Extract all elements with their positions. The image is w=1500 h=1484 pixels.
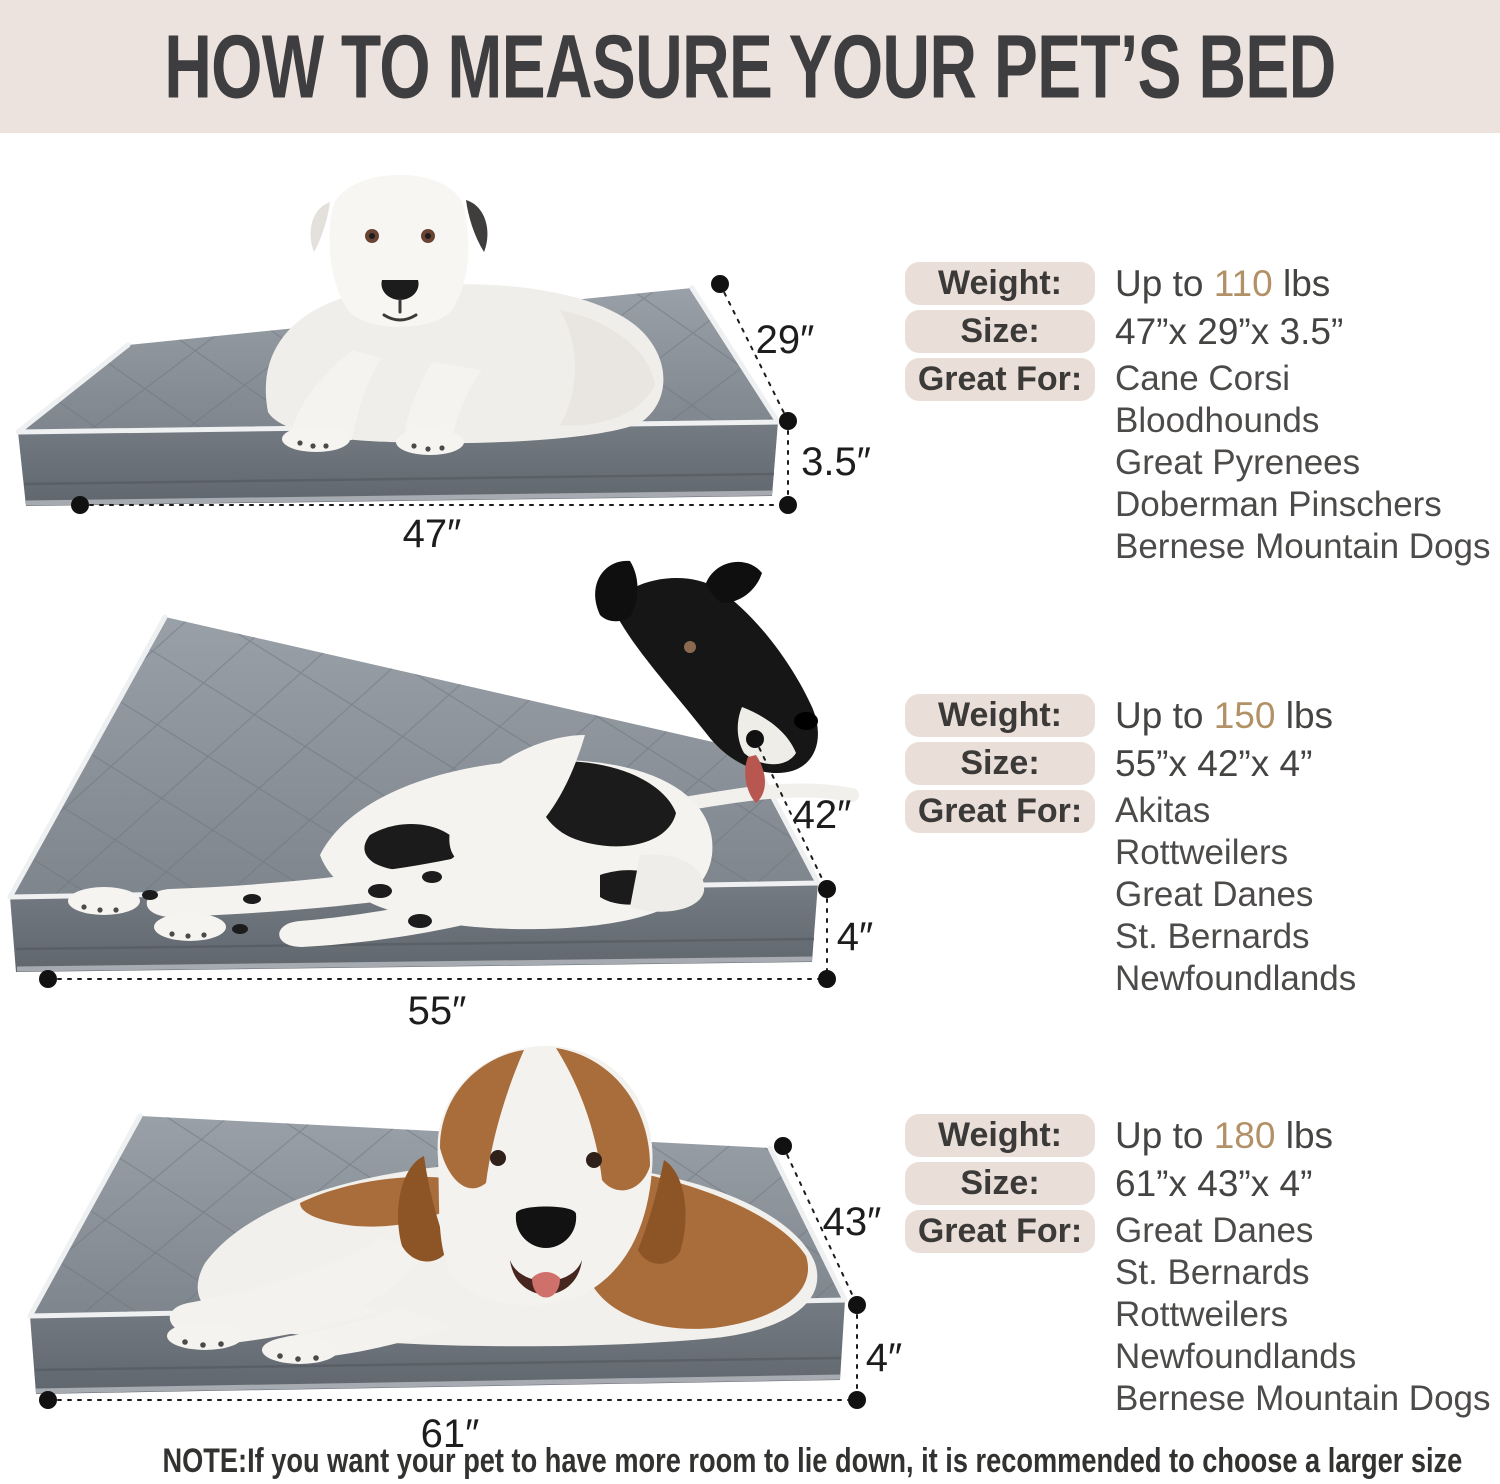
- weight-row: Weight: Up to 180 lbs: [905, 1114, 1495, 1157]
- specs-bed-61: Weight: Up to 180 lbs Size: 61”x 43”x 4”…: [905, 1114, 1495, 1425]
- saint-bernard-illustration: [167, 1045, 818, 1364]
- size-label: Size:: [905, 310, 1095, 353]
- weight-number: 110: [1213, 262, 1273, 304]
- depth-dimension-label: 42″: [792, 793, 852, 837]
- great-for-row: Great For: Cane Corsi Bloodhounds Great …: [905, 358, 1495, 568]
- dane-tail: [683, 783, 859, 810]
- breed-item: Bernese Mountain Dogs: [1115, 1379, 1491, 1418]
- breed-item: Doberman Pinschers: [1115, 485, 1442, 524]
- weight-value: Up to 110 lbs: [1115, 262, 1331, 304]
- bed-illustration-61: [27, 1045, 866, 1409]
- figure-bed-47: 29″ 3.5″ 47″: [0, 140, 920, 570]
- width-dimension-label: 61″: [420, 1412, 480, 1456]
- bed-illustration-47: [15, 174, 797, 514]
- breed-item: St. Bernards: [1115, 917, 1310, 956]
- dog-ear-right: [466, 200, 488, 252]
- breed-item: St. Bernards: [1115, 1253, 1310, 1292]
- weight-number: 150: [1213, 694, 1276, 736]
- dimension-lines-61: [39, 1137, 866, 1409]
- figure-bed-55: 42″ 4″ 55″: [0, 555, 920, 1033]
- footer-note: NOTE:If you want your pet to have more r…: [0, 1442, 1500, 1481]
- bernard-tongue: [532, 1272, 560, 1298]
- breed-list: Akitas Rottweilers Great Danes St. Berna…: [1095, 790, 1356, 1000]
- breed-list: Great Danes St. Bernards Rottweilers New…: [1095, 1210, 1491, 1420]
- paw-claws: [81, 904, 207, 939]
- breed-item: Newfoundlands: [1115, 1337, 1357, 1376]
- breed-item: Great Danes: [1115, 1211, 1314, 1250]
- breed-item: Akitas: [1115, 791, 1211, 830]
- size-value: 55”x 42”x 4”: [1115, 742, 1313, 784]
- width-dimension-label: 47″: [402, 512, 462, 556]
- dane-tongue: [745, 755, 765, 803]
- breed-item: Great Pyrenees: [1115, 443, 1361, 482]
- depth-dimension-label: 29″: [755, 318, 815, 362]
- great-for-label: Great For:: [905, 1210, 1095, 1253]
- breed-item: Bloodhounds: [1115, 401, 1320, 440]
- figure-bed-61: 43″ 4″ 61″: [0, 1008, 920, 1484]
- size-value: 47”x 29”x 3.5”: [1115, 310, 1344, 352]
- bed-illustration-55: [7, 560, 859, 988]
- height-dimension-label: 4″: [836, 915, 874, 959]
- white-dog-illustration: [265, 174, 664, 455]
- size-value: 61”x 43”x 4”: [1115, 1162, 1313, 1204]
- size-label: Size:: [905, 1162, 1095, 1205]
- width-dimension-label: 55″: [407, 989, 467, 1033]
- header-band: HOW TO MEASURE YOUR PET’S BED: [0, 0, 1500, 133]
- weight-row: Weight: Up to 110 lbs: [905, 262, 1495, 305]
- paw-claws: [297, 440, 445, 452]
- dog-ear-left: [398, 1156, 448, 1262]
- dimension-lines-55: [39, 730, 836, 988]
- great-dane-illustration: [68, 560, 859, 947]
- dog-ear-left: [310, 202, 330, 252]
- dimension-lines-47: [71, 275, 797, 514]
- breed-item: Rottweilers: [1115, 833, 1289, 872]
- paw-claws: [182, 1339, 319, 1362]
- breed-item: Bernese Mountain Dogs: [1115, 527, 1491, 566]
- note-text: NOTE:If you want your pet to have more r…: [162, 1442, 1463, 1480]
- dane-leg-spots: [142, 871, 442, 934]
- specs-bed-47: Weight: Up to 110 lbs Size: 47”x 29”x 3.…: [905, 262, 1495, 573]
- size-row: Size: 55”x 42”x 4”: [905, 742, 1495, 785]
- page-title: HOW TO MEASURE YOUR PET’S BED: [164, 15, 1336, 117]
- specs-bed-55: Weight: Up to 150 lbs Size: 55”x 42”x 4”…: [905, 694, 1495, 1005]
- height-dimension-label: 3.5″: [801, 440, 871, 484]
- weight-row: Weight: Up to 150 lbs: [905, 694, 1495, 737]
- breed-item: Cane Corsi: [1115, 359, 1291, 398]
- great-for-label: Great For:: [905, 790, 1095, 833]
- weight-value: Up to 150 lbs: [1115, 694, 1334, 736]
- size-row: Size: 61”x 43”x 4”: [905, 1162, 1495, 1205]
- size-label: Size:: [905, 742, 1095, 785]
- weight-label: Weight:: [905, 262, 1095, 305]
- great-for-row: Great For: Akitas Rottweilers Great Dane…: [905, 790, 1495, 1000]
- breed-item: Great Danes: [1115, 875, 1314, 914]
- depth-dimension-label: 43″: [822, 1200, 882, 1244]
- dog-ear-right: [638, 1160, 686, 1264]
- breed-item: Newfoundlands: [1115, 959, 1357, 998]
- weight-value: Up to 180 lbs: [1115, 1114, 1334, 1156]
- weight-label: Weight:: [905, 1114, 1095, 1157]
- great-for-row: Great For: Great Danes St. Bernards Rott…: [905, 1210, 1495, 1420]
- size-row: Size: 47”x 29”x 3.5”: [905, 310, 1495, 353]
- breed-item: Rottweilers: [1115, 1295, 1289, 1334]
- great-for-label: Great For:: [905, 358, 1095, 401]
- breed-list: Cane Corsi Bloodhounds Great Pyrenees Do…: [1095, 358, 1491, 568]
- weight-number: 180: [1213, 1114, 1276, 1156]
- weight-label: Weight:: [905, 694, 1095, 737]
- height-dimension-label: 4″: [865, 1336, 903, 1380]
